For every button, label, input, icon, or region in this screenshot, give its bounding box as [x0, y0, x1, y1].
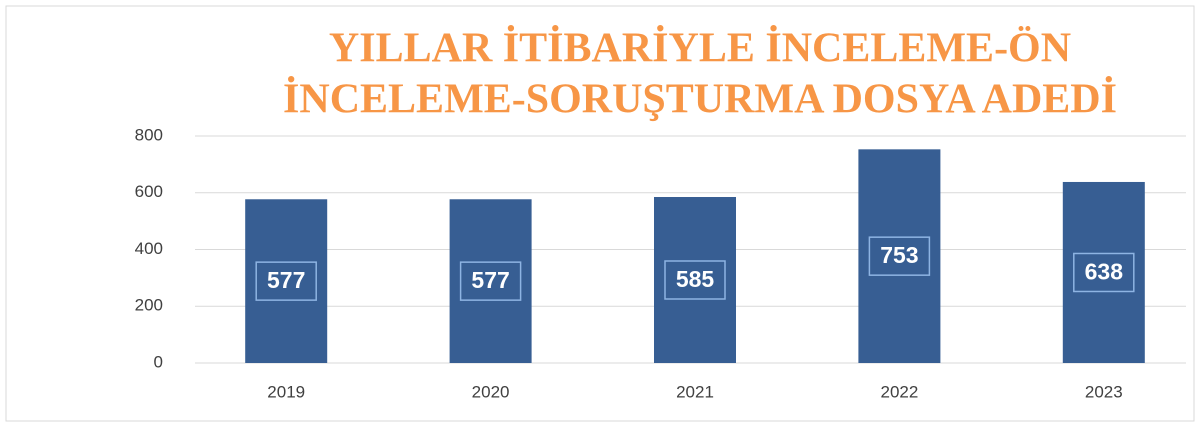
y-tick-label: 200 — [135, 296, 163, 315]
x-tick-label: 2019 — [267, 382, 305, 401]
chart-title: İNCELEME-SORUŞTURMA DOSYA ADEDİ — [283, 76, 1117, 123]
bar — [449, 199, 532, 363]
value-label-box — [868, 236, 931, 276]
y-tick-label: 800 — [135, 125, 163, 144]
chart-title: YILLAR İTİBARİYLE İNCELEME-ÖN — [329, 25, 1071, 72]
y-tick-label: 600 — [135, 182, 163, 201]
bar — [245, 199, 328, 363]
x-tick-label: 2020 — [472, 382, 510, 401]
value-label-box — [459, 261, 522, 301]
value-label-box — [1073, 252, 1135, 293]
x-tick-label: 2023 — [1085, 382, 1123, 401]
chart-frame — [5, 5, 1195, 422]
x-tick-label: 2022 — [880, 382, 918, 401]
bar — [654, 197, 736, 363]
value-label: 585 — [676, 266, 715, 292]
y-tick-label: 400 — [135, 239, 163, 258]
bar — [858, 149, 941, 363]
value-label-box — [664, 260, 726, 300]
x-tick-label: 2021 — [676, 382, 714, 401]
bar — [1062, 181, 1145, 363]
value-label: 577 — [471, 267, 509, 293]
value-label: 577 — [267, 267, 305, 293]
value-label: 638 — [1085, 259, 1124, 285]
value-label: 753 — [880, 242, 918, 268]
value-label-box — [255, 261, 317, 301]
y-tick-label: 0 — [154, 352, 163, 371]
